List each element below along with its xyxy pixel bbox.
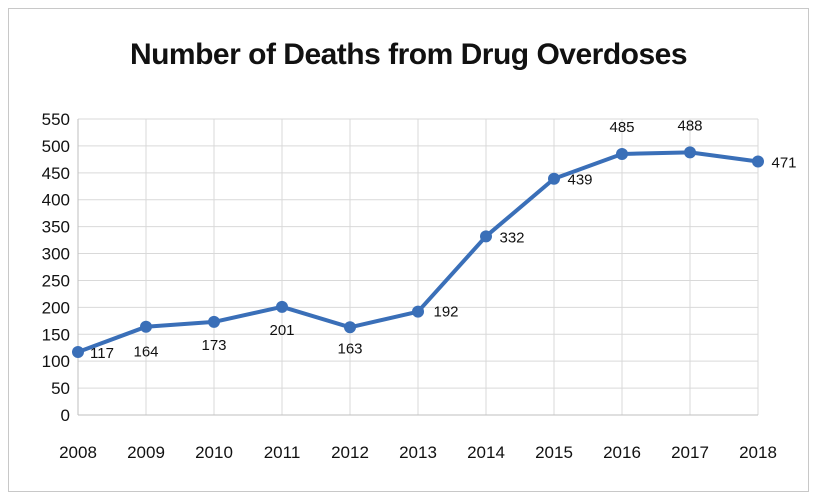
- data-point: [344, 321, 356, 334]
- data-label: 173: [201, 337, 226, 354]
- y-tick-label: 500: [42, 137, 70, 156]
- x-tick-label: 2013: [399, 443, 437, 462]
- data-point: [616, 147, 628, 160]
- data-point: [72, 346, 84, 359]
- x-tick-label: 2015: [535, 443, 573, 462]
- data-labels: 117 164 173 201 163 192 332 439 485 488 471: [90, 117, 796, 362]
- y-tick-label: 0: [61, 406, 70, 425]
- data-label: 485: [609, 119, 634, 136]
- chart-title: Number of Deaths from Drug Overdoses: [129, 38, 688, 71]
- data-point: [276, 300, 288, 313]
- data-label: 117: [90, 345, 114, 362]
- y-tick-label: 200: [42, 298, 70, 317]
- data-point: [140, 320, 152, 333]
- x-axis-ticks: 2008 2009 2010 2011 2012 2013 2014 2015 2016 2017…: [59, 443, 777, 462]
- chart-frame: [8, 8, 809, 492]
- y-tick-label: 350: [42, 218, 70, 237]
- x-tick-label: 2011: [264, 443, 301, 462]
- y-tick-label: 450: [42, 164, 70, 183]
- data-label: 163: [337, 340, 362, 357]
- x-tick-label: 2010: [195, 443, 233, 462]
- x-tick-label: 2008: [59, 443, 97, 462]
- y-axis-ticks: 0 50 100 150 200 250 300 350 400 450 500 550: [42, 110, 70, 425]
- data-point: [208, 315, 220, 328]
- data-label: 471: [771, 155, 796, 172]
- x-tick-label: 2012: [331, 443, 369, 462]
- y-tick-label: 550: [42, 110, 70, 129]
- x-tick-label: 2009: [127, 443, 165, 462]
- data-label: 439: [567, 172, 592, 189]
- data-point: [548, 172, 560, 185]
- x-tick-label: 2014: [467, 443, 505, 462]
- y-tick-label: 150: [42, 325, 70, 344]
- x-tick-label: 2018: [739, 443, 777, 462]
- y-tick-label: 300: [42, 245, 70, 264]
- y-tick-label: 250: [42, 271, 70, 290]
- y-tick-label: 100: [42, 352, 70, 371]
- data-label: 488: [677, 117, 702, 134]
- x-tick-label: 2017: [671, 443, 709, 462]
- series-group: [72, 146, 764, 359]
- data-point: [684, 146, 696, 159]
- data-label: 192: [433, 304, 458, 321]
- data-label: 201: [269, 322, 294, 339]
- data-point: [412, 305, 424, 318]
- y-tick-label: 50: [51, 379, 70, 398]
- gridlines: [77, 118, 759, 416]
- data-point: [480, 230, 492, 243]
- data-label: 332: [499, 229, 524, 246]
- y-tick-label: 400: [42, 191, 70, 210]
- data-point: [752, 155, 764, 168]
- x-tick-label: 2016: [603, 443, 641, 462]
- data-label: 164: [133, 344, 158, 361]
